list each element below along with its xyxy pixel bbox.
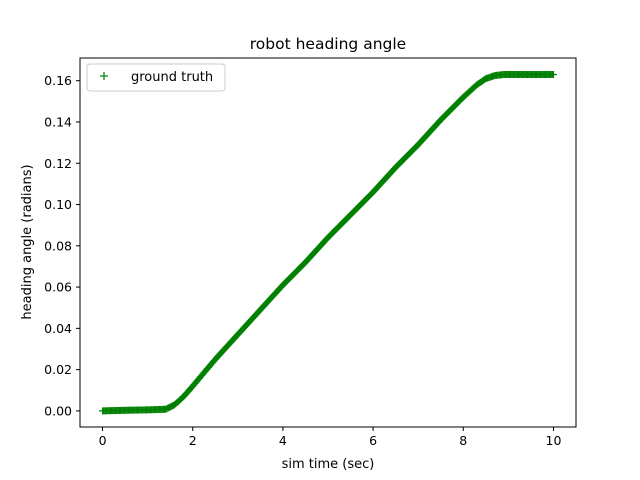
- plot-area: [99, 71, 557, 415]
- y-tick-label: 0.08: [44, 238, 72, 253]
- x-tick-label: 2: [189, 433, 197, 448]
- y-tick-label: 0.16: [44, 73, 72, 88]
- data-point: [549, 71, 557, 79]
- y-tick-label: 0.02: [44, 362, 72, 377]
- y-tick-label: 0.00: [44, 403, 72, 418]
- y-tick-label: 0.14: [44, 114, 72, 129]
- x-axis: 0 2 4 6 8 10: [99, 427, 562, 448]
- y-tick-label: 0.12: [44, 156, 72, 171]
- y-axis: 0.00 0.02 0.04 0.06 0.08 0.10 0.12 0.14 0.16: [44, 73, 80, 418]
- legend-box: [86, 63, 226, 92]
- x-tick-label: 4: [279, 433, 287, 448]
- chart-title: robot heading angle: [250, 35, 406, 53]
- legend-label: ground truth: [131, 70, 213, 85]
- y-tick-label: 0.04: [44, 321, 72, 336]
- y-tick-label: 0.10: [44, 197, 72, 212]
- x-axis-label: sim time (sec): [282, 457, 375, 472]
- plot-frame: [79, 57, 577, 428]
- y-tick-label: 0.06: [44, 280, 72, 295]
- x-tick-label: 8: [459, 433, 467, 448]
- x-tick-label: 0: [99, 433, 107, 448]
- x-tick-label: 10: [546, 433, 562, 448]
- x-tick-label: 6: [369, 433, 377, 448]
- legend-marker: [100, 72, 108, 80]
- y-axis-label: heading angle (radians): [20, 164, 35, 319]
- legend: ground truth: [86, 63, 226, 92]
